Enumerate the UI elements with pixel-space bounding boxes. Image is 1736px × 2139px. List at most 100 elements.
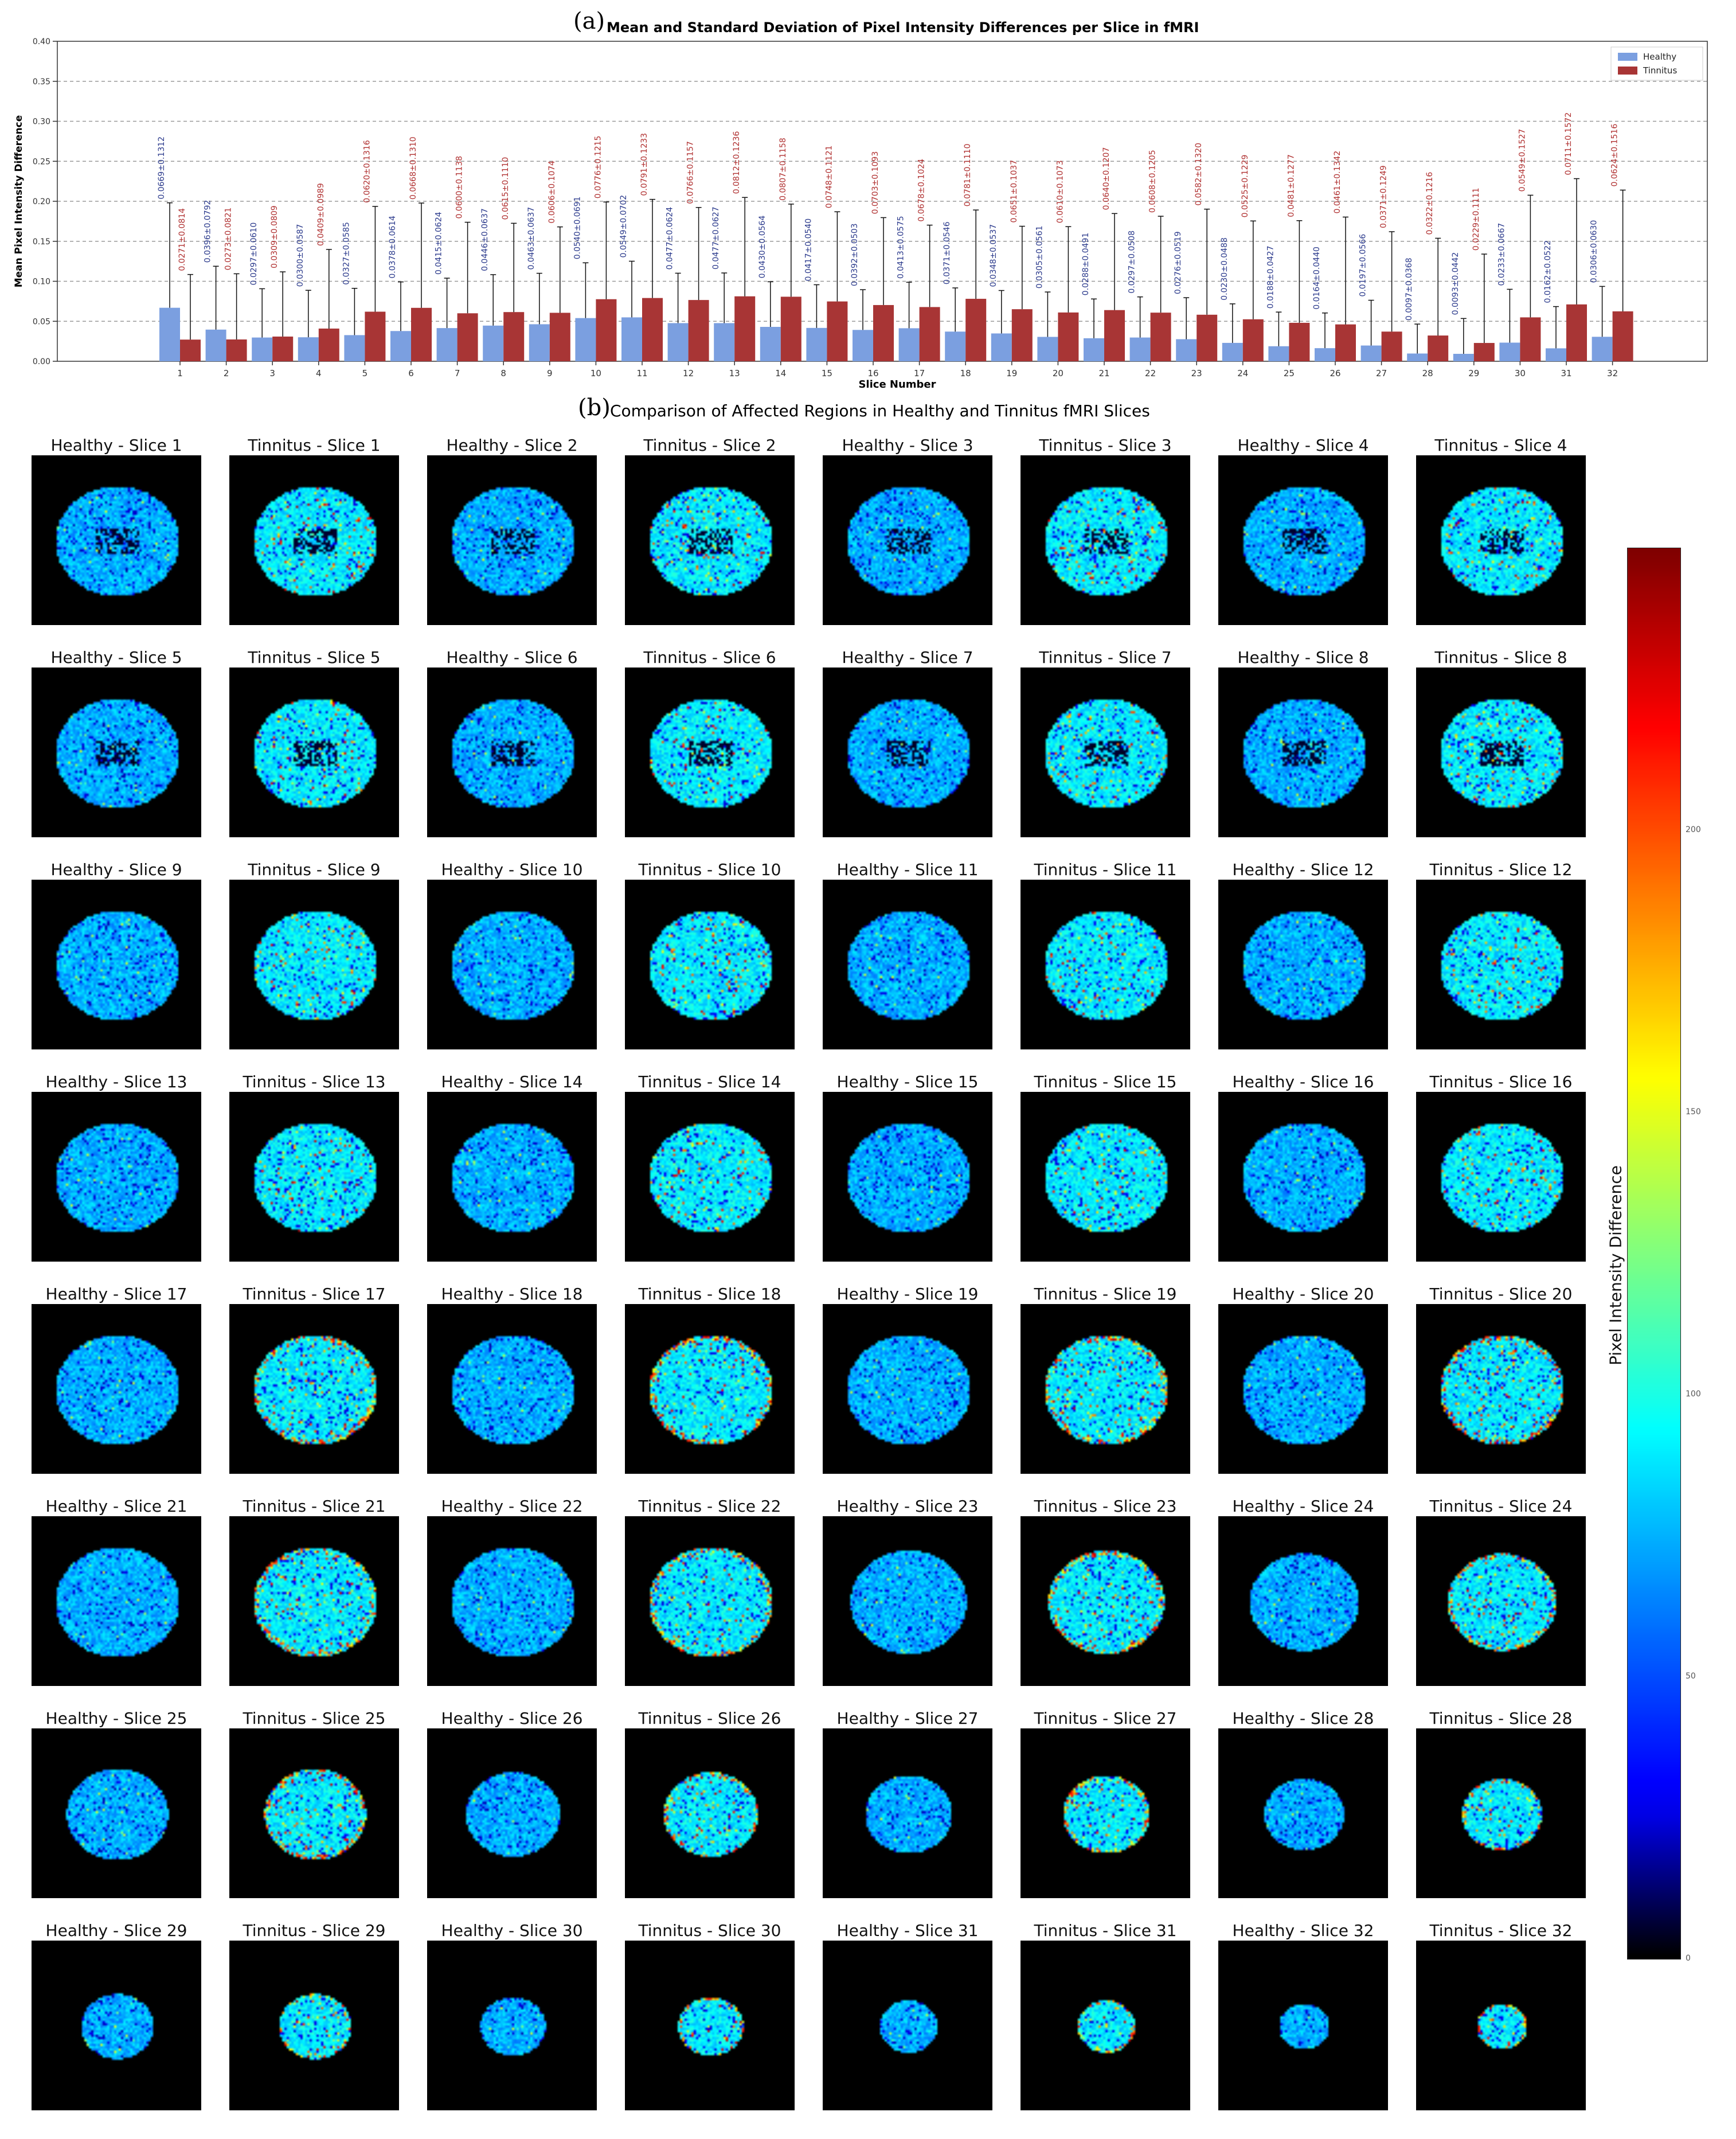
data-label: 0.0776±0.1215 — [593, 136, 603, 199]
x-tick-label: 11 — [636, 368, 647, 378]
fmri-slice-image — [427, 455, 597, 625]
healthy-bar — [575, 318, 596, 361]
tinnitus-bar — [272, 336, 294, 361]
data-label: 0.0669±0.1312 — [157, 136, 166, 200]
fmri-slice-image — [32, 668, 201, 837]
healthy-bar — [760, 327, 781, 361]
fmri-slice-image — [823, 668, 992, 837]
fmri-slice-image — [427, 1516, 597, 1686]
tinnitus-bar — [1428, 335, 1449, 361]
healthy-bar — [1499, 342, 1520, 361]
healthy-bar — [853, 330, 873, 361]
tinnitus-bar — [734, 296, 756, 361]
fmri-slice-image — [625, 1941, 795, 2110]
healthy-bar — [344, 335, 365, 361]
heatmap-tile-title: Healthy - Slice 20 — [1232, 1285, 1374, 1303]
y-tick-label: 0.30 — [33, 118, 50, 127]
heatmap-tile-title: Healthy - Slice 16 — [1232, 1072, 1374, 1091]
data-label: 0.0610±0.1073 — [1055, 161, 1065, 224]
tinnitus-bar — [1520, 317, 1541, 361]
healthy-bar — [1129, 337, 1151, 361]
fmri-slice-image — [625, 1728, 795, 1898]
tinnitus-bar — [1104, 310, 1125, 361]
heatmap-tile-title: Healthy - Slice 1 — [50, 436, 182, 455]
fmri-slice-image — [1218, 880, 1388, 1049]
legend-entry: Tinnitus — [1643, 65, 1677, 76]
fmri-slice-image — [427, 1728, 597, 1898]
fmri-slice-image — [32, 1092, 201, 1262]
fmri-slice-image — [1416, 1516, 1586, 1686]
tinnitus-bar — [873, 305, 894, 361]
heatmap-tile-title: Healthy - Slice 32 — [1232, 1921, 1374, 1940]
x-tick-label: 23 — [1191, 368, 1202, 378]
data-label: 0.0371±0.1249 — [1379, 165, 1389, 228]
heatmap-tile-title: Tinnitus - Slice 16 — [1429, 1072, 1573, 1091]
data-label: 0.0097±0.0368 — [1405, 257, 1414, 321]
tinnitus-bar — [1612, 311, 1633, 361]
healthy-bar — [436, 328, 458, 361]
y-axis-label: Mean Pixel Intensity Difference — [13, 115, 25, 288]
y-tick-label: 0.00 — [33, 357, 50, 366]
tinnitus-bar — [1242, 319, 1264, 361]
data-label: 0.0781±0.1110 — [963, 144, 972, 207]
heatmap-tile-title: Healthy - Slice 27 — [836, 1709, 979, 1728]
data-label: 0.0711±0.1572 — [1564, 112, 1573, 175]
x-tick-label: 13 — [729, 368, 740, 378]
tinnitus-bar — [780, 296, 801, 361]
data-label: 0.0417±0.0540 — [804, 218, 813, 282]
fmri-slice-image — [625, 668, 795, 837]
heatmap-tile-title: Tinnitus - Slice 14 — [638, 1072, 781, 1091]
data-label: 0.0297±0.0508 — [1128, 231, 1137, 294]
fmri-slice-image — [427, 880, 597, 1049]
heatmap-tile-title: Tinnitus - Slice 4 — [1434, 436, 1567, 455]
heatmap-tile-title: Tinnitus - Slice 25 — [243, 1709, 386, 1728]
data-label: 0.0748±0.1121 — [824, 146, 834, 209]
data-label: 0.0188±0.0427 — [1266, 246, 1275, 309]
fmri-slice-image — [1218, 668, 1388, 837]
data-label: 0.0615±0.1110 — [501, 157, 510, 220]
tinnitus-bar — [365, 311, 386, 361]
data-label: 0.0309±0.0809 — [270, 205, 279, 268]
heatmap-tile-title: Tinnitus - Slice 15 — [1034, 1072, 1177, 1091]
x-tick-label: 20 — [1053, 368, 1064, 378]
y-tick-label: 0.20 — [33, 197, 50, 206]
data-label: 0.0396±0.0792 — [204, 200, 213, 263]
x-tick-label: 28 — [1422, 368, 1433, 378]
tinnitus-bar — [965, 299, 987, 361]
x-tick-label: 27 — [1376, 368, 1387, 378]
heatmap-tile-title: Healthy - Slice 22 — [441, 1497, 583, 1516]
x-tick-label: 5 — [362, 368, 368, 378]
data-label: 0.0678±0.1024 — [917, 159, 926, 222]
healthy-bar — [1222, 342, 1243, 361]
fmri-slice-image — [1021, 1304, 1190, 1474]
tinnitus-bar — [1058, 312, 1079, 361]
x-tick-label: 14 — [775, 368, 786, 378]
colorbar-tick-label: 150 — [1686, 1107, 1701, 1117]
x-tick-label: 21 — [1098, 368, 1109, 378]
heatmap-tile-title: Tinnitus - Slice 22 — [638, 1497, 781, 1516]
data-label: 0.0378±0.0614 — [388, 216, 397, 279]
heatmap-tile-title: Healthy - Slice 26 — [441, 1709, 583, 1728]
x-tick-label: 15 — [822, 368, 832, 378]
fmri-slice-image — [427, 1304, 597, 1474]
healthy-bar — [298, 337, 319, 361]
y-tick-label: 0.15 — [33, 237, 50, 247]
fmri-slice-image — [625, 455, 795, 625]
fmri-slice-image — [823, 1516, 992, 1686]
data-label: 0.0230±0.0488 — [1220, 237, 1229, 300]
fmri-slice-image — [1218, 1941, 1388, 2110]
legend-swatch — [1618, 53, 1637, 61]
fmri-slice-image — [229, 668, 399, 837]
x-tick-label: 12 — [683, 368, 694, 378]
tinnitus-bar — [919, 307, 940, 361]
x-tick-label: 30 — [1515, 368, 1526, 378]
heatmap-tile-title: Healthy - Slice 13 — [45, 1072, 187, 1091]
data-label: 0.0392±0.0503 — [850, 223, 859, 286]
heatmap-tile-title: Healthy - Slice 21 — [45, 1497, 187, 1516]
data-label: 0.0409±0.0989 — [316, 183, 326, 246]
data-label: 0.0477±0.0624 — [666, 207, 675, 270]
fmri-slice-image — [1021, 1516, 1190, 1686]
data-label: 0.0164±0.0440 — [1312, 247, 1321, 310]
tinnitus-bar — [1473, 343, 1495, 361]
data-label: 0.0229±0.1111 — [1472, 188, 1481, 251]
